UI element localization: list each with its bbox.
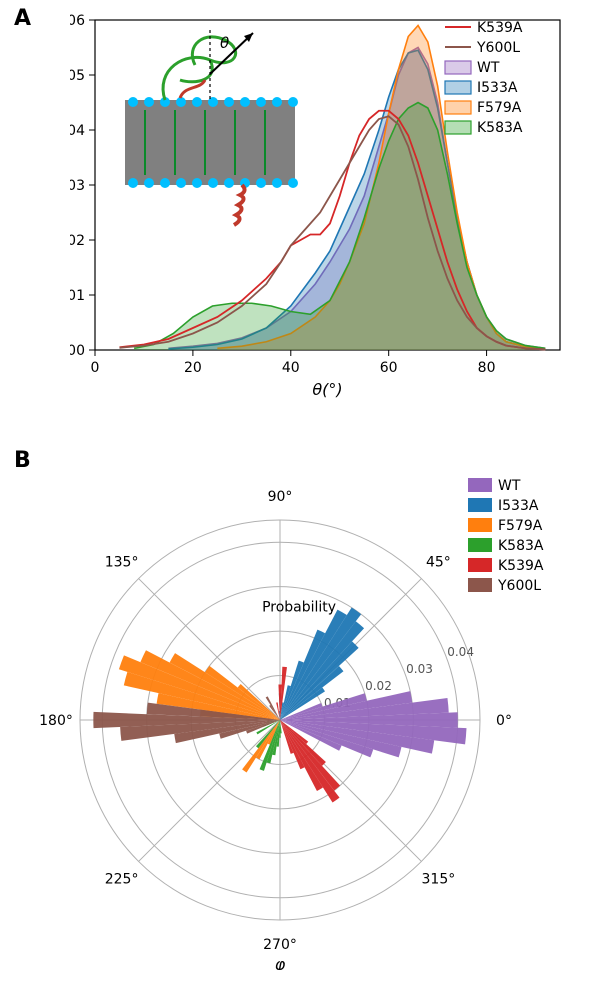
svg-text:0.03: 0.03	[70, 178, 85, 194]
svg-text:0.03: 0.03	[406, 662, 433, 676]
svg-text:F579A: F579A	[477, 100, 522, 116]
svg-text:Y600L: Y600L	[476, 40, 520, 56]
svg-text:I533A: I533A	[477, 80, 518, 96]
svg-text:0.06: 0.06	[70, 13, 85, 29]
svg-text:45°: 45°	[426, 555, 451, 571]
svg-text:I533A: I533A	[498, 498, 539, 514]
svg-text:θ(°): θ(°)	[312, 380, 342, 399]
panel-b-chart: 0°45°90°135°180°225°270°315°0.010.020.03…	[30, 460, 570, 970]
panel-a-chart: 0 20 40 60 80 0.00 0.01 0.02 0.03 0.04 0.05 0.06 θ(°…	[70, 10, 580, 400]
svg-text:K583A: K583A	[477, 120, 523, 136]
svg-text:90°: 90°	[268, 489, 293, 505]
svg-text:0.04: 0.04	[70, 123, 85, 139]
svg-text:0.02: 0.02	[70, 233, 85, 249]
svg-text:K539A: K539A	[498, 558, 544, 574]
svg-text:135°: 135°	[105, 555, 139, 571]
svg-text:θ: θ	[220, 34, 229, 52]
svg-text:WT: WT	[498, 478, 521, 494]
svg-text:0.05: 0.05	[70, 68, 85, 84]
svg-text:80: 80	[478, 360, 496, 376]
panel-b-label: B	[14, 448, 31, 473]
svg-text:60: 60	[380, 360, 398, 376]
svg-text:270°: 270°	[263, 937, 297, 953]
svg-text:Y600L: Y600L	[497, 578, 541, 594]
svg-text:0: 0	[91, 360, 100, 376]
svg-text:K539A: K539A	[477, 20, 523, 36]
svg-text:0.04: 0.04	[447, 645, 474, 659]
svg-text:Probability: Probability	[262, 600, 336, 616]
svg-text:φ: φ	[275, 955, 286, 970]
svg-text:F579A: F579A	[498, 518, 543, 534]
panel-a-label: A	[14, 6, 31, 31]
svg-text:0.01: 0.01	[70, 288, 85, 304]
svg-text:K583A: K583A	[498, 538, 544, 554]
svg-text:0.02: 0.02	[365, 679, 392, 693]
svg-text:180°: 180°	[39, 713, 73, 729]
svg-text:225°: 225°	[105, 871, 139, 887]
svg-text:315°: 315°	[422, 871, 456, 887]
svg-text:20: 20	[184, 360, 202, 376]
svg-text:0.00: 0.00	[70, 343, 85, 359]
svg-text:0°: 0°	[496, 713, 512, 729]
svg-text:WT: WT	[477, 60, 500, 76]
inset-schematic: θ	[125, 30, 298, 225]
svg-text:40: 40	[282, 360, 300, 376]
